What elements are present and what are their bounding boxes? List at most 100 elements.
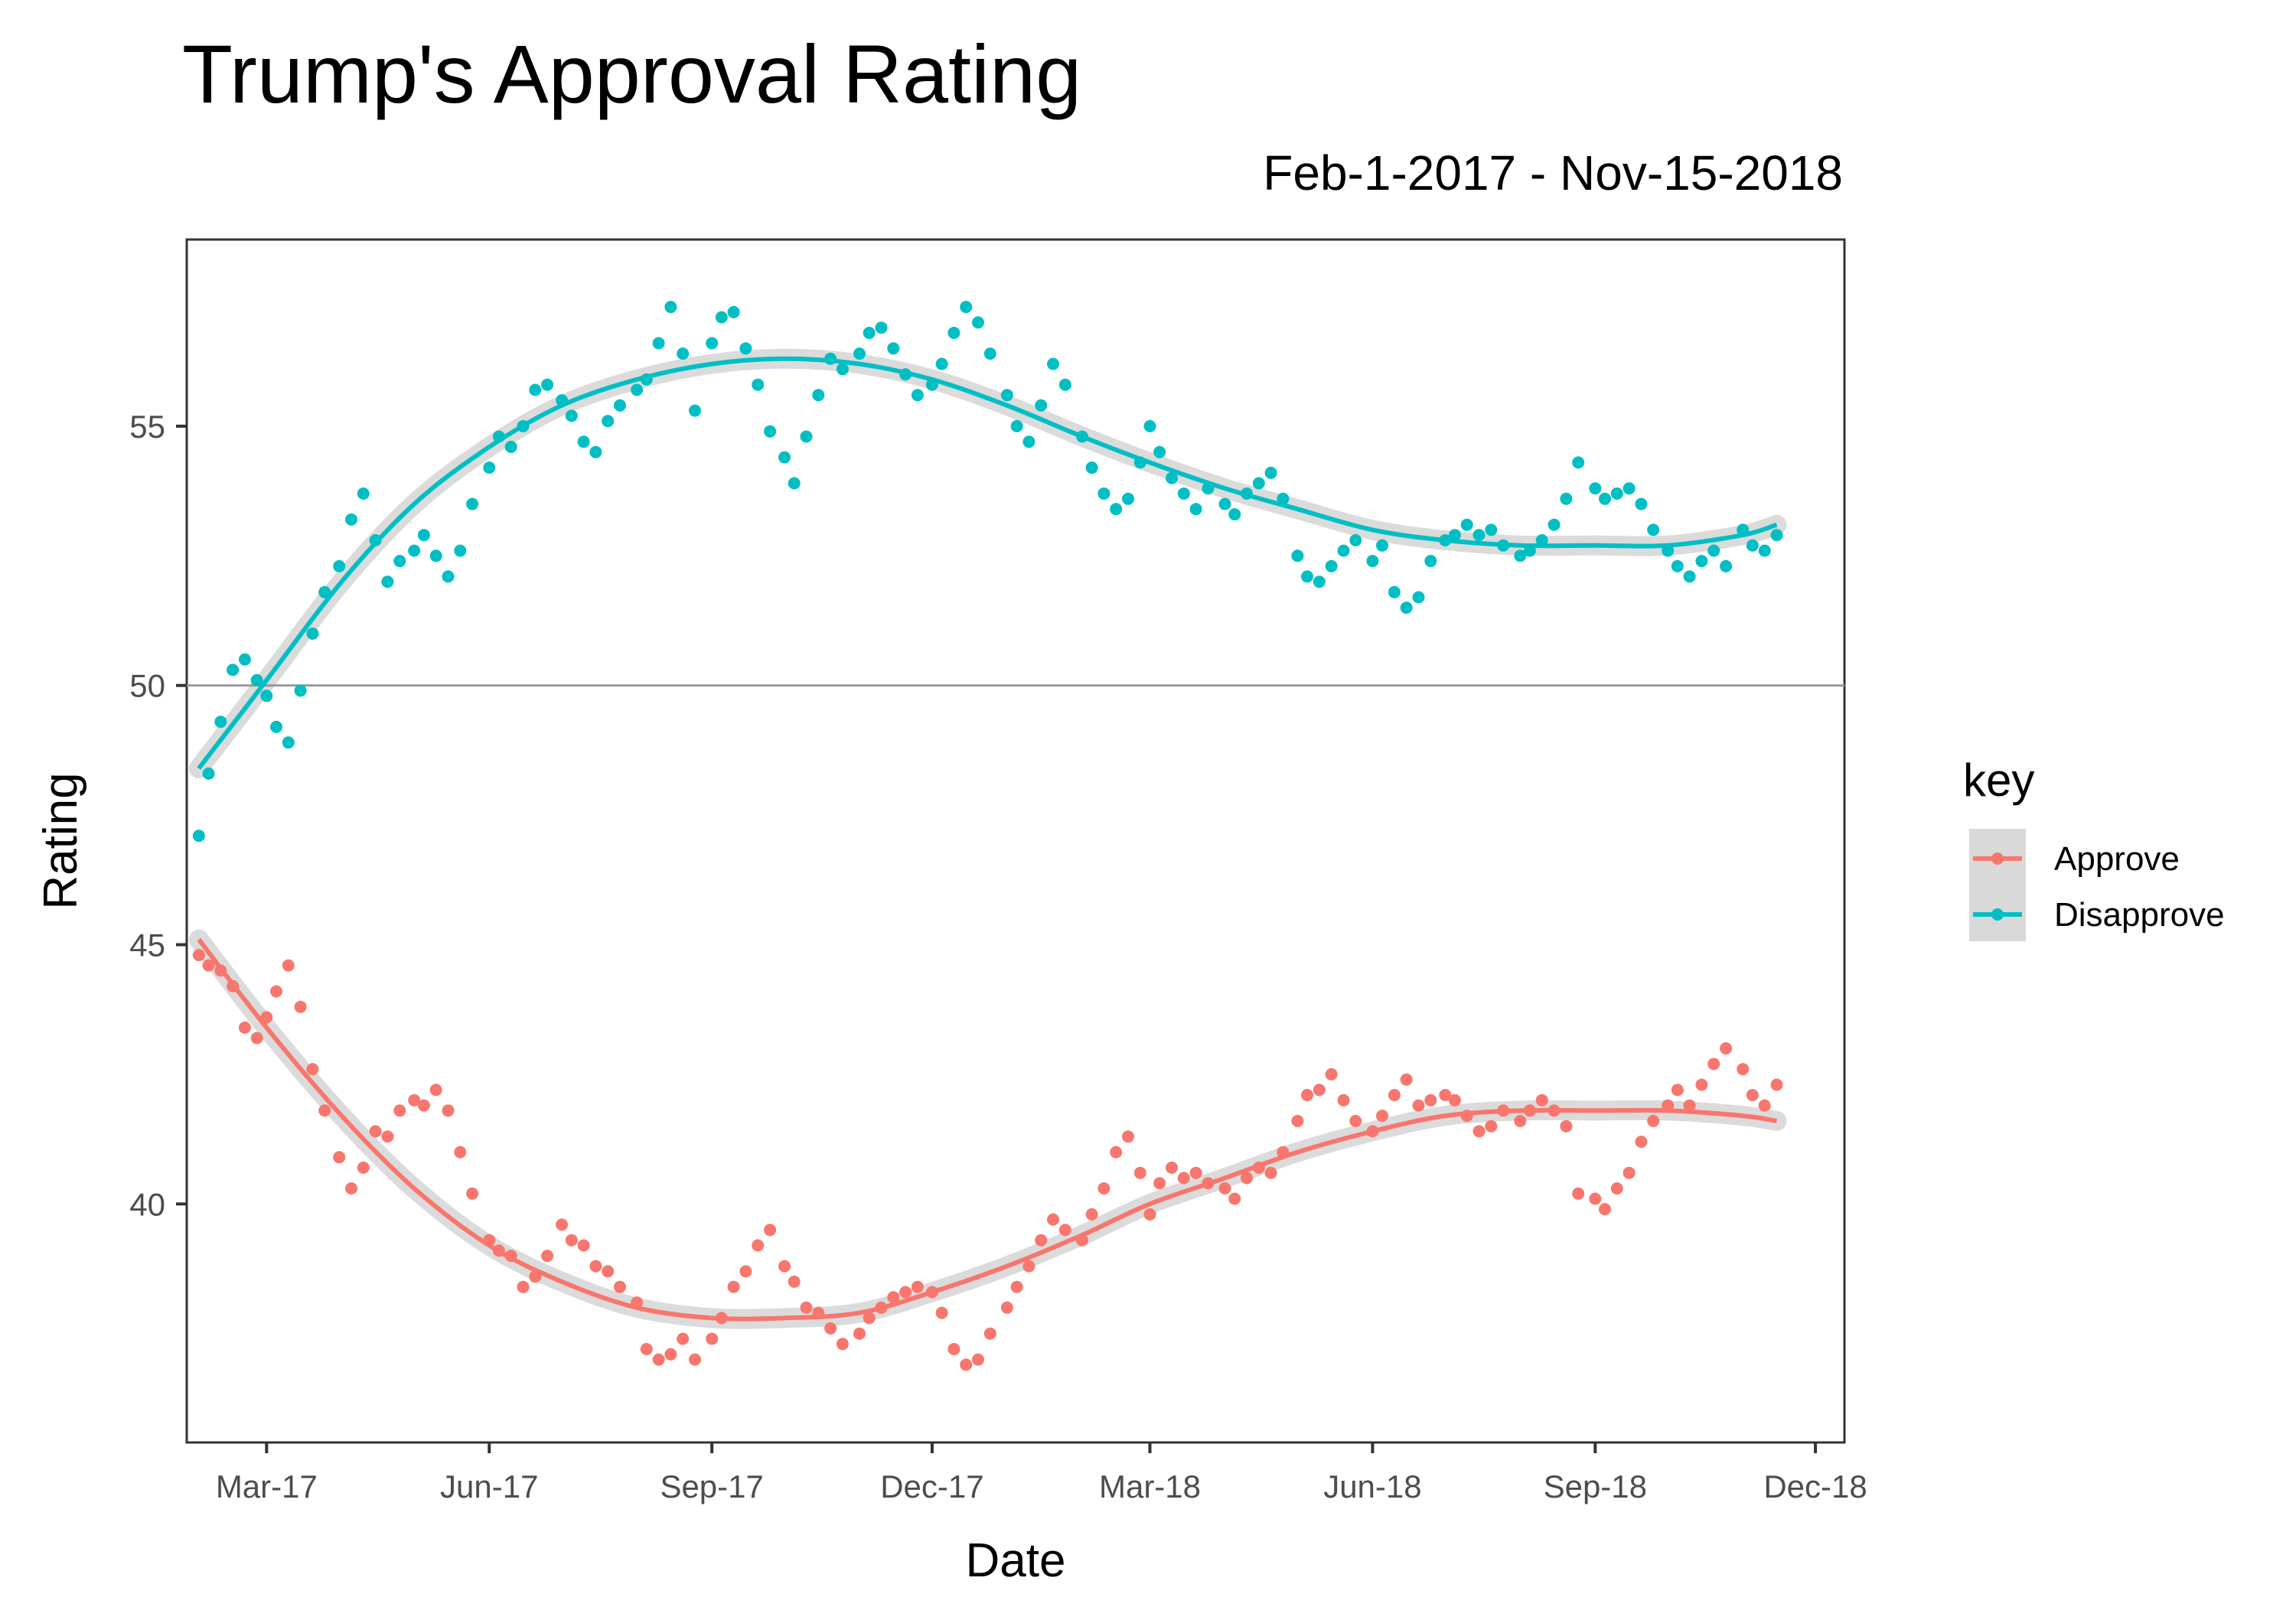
approve-point — [1189, 1166, 1202, 1179]
approve-point — [1085, 1208, 1098, 1221]
disapprove-point — [1589, 482, 1602, 495]
disapprove-trend-line — [197, 356, 1778, 770]
approve-point — [1122, 1130, 1134, 1143]
x-axis: Mar-17 Jun-17 Sep-17 Dec-17 Mar-18 Jun-18 Sep-… — [216, 1442, 1867, 1504]
approve-point — [238, 1021, 251, 1034]
approve-point — [541, 1250, 554, 1263]
disapprove-point — [727, 305, 740, 318]
approve-point — [800, 1301, 813, 1314]
approve-point — [1218, 1182, 1231, 1195]
data-points — [192, 301, 1783, 1371]
approve-point — [788, 1275, 801, 1288]
disapprove-point — [614, 399, 626, 412]
approve-point — [764, 1224, 777, 1237]
approve-point — [935, 1306, 948, 1319]
disapprove-point — [1485, 523, 1498, 536]
approve-point — [752, 1239, 765, 1252]
disapprove-point — [1277, 492, 1290, 505]
approve-point — [556, 1218, 569, 1231]
disapprove-point — [1683, 570, 1696, 583]
approve-point — [1349, 1114, 1362, 1127]
approve-point — [1635, 1136, 1648, 1148]
disapprove-point — [1143, 419, 1156, 432]
disapprove-point — [1291, 549, 1304, 562]
disapprove-point — [911, 389, 924, 402]
disapprove-point — [1189, 503, 1202, 516]
disapprove-point — [214, 715, 227, 729]
approve-point — [565, 1234, 578, 1247]
approve-point — [1514, 1114, 1527, 1127]
approve-point — [1143, 1208, 1156, 1221]
approve-point — [614, 1280, 626, 1293]
disapprove-point — [631, 383, 644, 396]
approve-point — [357, 1161, 370, 1174]
approve-trend-line — [197, 937, 1777, 1322]
approve-point — [1683, 1099, 1696, 1112]
disapprove-point — [1412, 591, 1425, 604]
disapprove-point — [677, 347, 690, 360]
approve-point — [863, 1312, 876, 1325]
approve-point — [1264, 1166, 1277, 1179]
approve-point — [1473, 1125, 1486, 1138]
approve-point — [1448, 1094, 1461, 1107]
approve-point — [972, 1353, 984, 1366]
disapprove-point — [1623, 482, 1636, 495]
approve-point — [1301, 1089, 1313, 1101]
disapprove-legend-dot — [1991, 908, 2004, 921]
disapprove-point — [282, 736, 295, 749]
disapprove-point — [1548, 518, 1561, 531]
approve-point — [192, 949, 205, 962]
disapprove-point — [442, 570, 455, 583]
approve-point — [1241, 1172, 1253, 1185]
disapprove-point — [1610, 487, 1623, 500]
approve-point — [577, 1239, 590, 1252]
approve-point — [306, 1063, 319, 1076]
approve-point — [1400, 1073, 1413, 1086]
disapprove-point — [764, 425, 777, 438]
disapprove-point — [357, 487, 370, 500]
disapprove-point — [1058, 378, 1071, 391]
x-tick-label: Sep-18 — [1544, 1468, 1647, 1504]
disapprove-point — [260, 689, 273, 702]
approve-legend-label: Approve — [2054, 840, 2180, 878]
y-axis-title: Rating — [34, 772, 87, 909]
plot-area — [185, 238, 1846, 1444]
legend-title: key — [1963, 755, 2034, 806]
approve-point — [1133, 1166, 1146, 1179]
disapprove-point — [1671, 559, 1684, 572]
plot-panel — [185, 238, 1846, 1444]
approve-point — [1758, 1099, 1771, 1112]
disapprove-point — [1758, 544, 1771, 557]
approve-point — [706, 1332, 719, 1345]
disapprove-point — [1448, 529, 1461, 542]
disapprove-legend-label: Disapprove — [2054, 896, 2225, 934]
disapprove-point — [1097, 487, 1110, 500]
approve-point — [1097, 1182, 1110, 1195]
approve-point — [270, 985, 282, 998]
disapprove-point — [1218, 497, 1231, 510]
approve-point — [960, 1358, 973, 1371]
disapprove-point — [1635, 497, 1648, 510]
disapprove-point — [1424, 555, 1437, 568]
disapprove-point — [589, 445, 602, 458]
disapprove-point — [1349, 534, 1362, 546]
approve-point — [1770, 1078, 1783, 1091]
x-tick-label: Jun-18 — [1323, 1468, 1421, 1504]
disapprove-point — [294, 684, 307, 697]
legend-items: Approve Disapprove — [1969, 829, 2225, 941]
disapprove-point — [664, 301, 677, 314]
approve-point — [1035, 1234, 1048, 1247]
approve-point — [202, 959, 215, 972]
disapprove-point — [1035, 399, 1048, 412]
approve-point — [381, 1130, 394, 1143]
approve-point — [1022, 1260, 1035, 1273]
disapprove-point — [306, 627, 319, 640]
disapprove-point — [417, 529, 430, 542]
approve-point — [836, 1338, 849, 1351]
approve-point — [727, 1280, 740, 1293]
approve-point — [408, 1094, 421, 1107]
disapprove-point — [1337, 544, 1350, 557]
disapprove-point — [1366, 555, 1379, 568]
approve-point — [1313, 1084, 1326, 1097]
